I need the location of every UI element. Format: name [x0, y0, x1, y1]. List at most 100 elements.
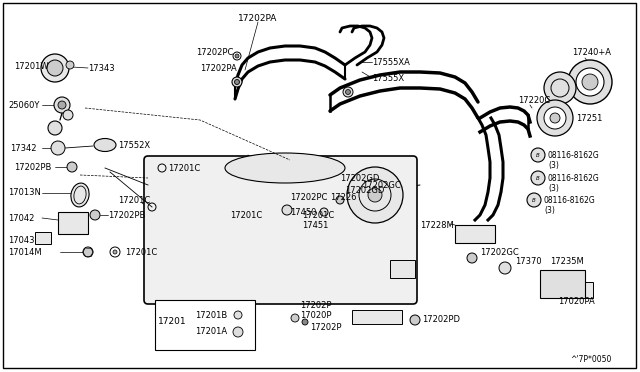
- Text: (3): (3): [548, 160, 559, 170]
- Text: 17202P: 17202P: [310, 324, 342, 333]
- Text: 17552X: 17552X: [118, 141, 150, 150]
- Text: 17555XA: 17555XA: [372, 58, 410, 67]
- Text: 17202GD: 17202GD: [340, 173, 380, 183]
- Text: 17226: 17226: [330, 192, 356, 202]
- Circle shape: [568, 60, 612, 104]
- Circle shape: [48, 121, 62, 135]
- Text: 17201W: 17201W: [14, 61, 49, 71]
- Text: 17202PA: 17202PA: [238, 13, 278, 22]
- Text: 17555X: 17555X: [372, 74, 404, 83]
- Text: 17202GD: 17202GD: [345, 186, 385, 195]
- Text: 17240+A: 17240+A: [572, 48, 611, 57]
- Text: 08116-8162G: 08116-8162G: [544, 196, 596, 205]
- Text: 17201A: 17201A: [195, 327, 227, 337]
- Circle shape: [51, 141, 65, 155]
- Bar: [558, 282, 593, 298]
- Text: (3): (3): [548, 183, 559, 192]
- Text: 17201C: 17201C: [118, 196, 150, 205]
- Text: 17343: 17343: [88, 64, 115, 73]
- Text: 17014M: 17014M: [8, 247, 42, 257]
- Text: 17202GC: 17202GC: [362, 180, 401, 189]
- Circle shape: [531, 171, 545, 185]
- Text: (3): (3): [544, 205, 555, 215]
- Circle shape: [343, 87, 353, 97]
- Text: 25060Y: 25060Y: [8, 100, 40, 109]
- Ellipse shape: [94, 138, 116, 151]
- Text: 17043: 17043: [8, 235, 35, 244]
- Circle shape: [582, 74, 598, 90]
- Bar: [155, 300, 255, 350]
- Bar: [58, 212, 88, 234]
- Text: 17020PA: 17020PA: [558, 298, 595, 307]
- Text: 17450: 17450: [290, 208, 316, 217]
- Circle shape: [544, 72, 576, 104]
- Circle shape: [347, 167, 403, 223]
- Ellipse shape: [225, 153, 345, 183]
- Circle shape: [90, 210, 100, 220]
- Text: 17370: 17370: [515, 257, 541, 266]
- Circle shape: [410, 315, 420, 325]
- Circle shape: [346, 90, 351, 94]
- Text: B: B: [532, 198, 536, 202]
- Circle shape: [83, 247, 93, 257]
- Text: 08116-8162G: 08116-8162G: [548, 173, 600, 183]
- Text: 17201C: 17201C: [168, 164, 200, 173]
- Text: 17202PD: 17202PD: [422, 315, 460, 324]
- Circle shape: [576, 68, 604, 96]
- Text: 17342: 17342: [10, 144, 36, 153]
- Text: 17235M: 17235M: [550, 257, 584, 266]
- Text: 17013N: 17013N: [8, 187, 41, 196]
- FancyBboxPatch shape: [144, 156, 417, 304]
- Circle shape: [41, 54, 69, 82]
- Circle shape: [302, 319, 308, 325]
- Text: 17228M: 17228M: [420, 221, 454, 230]
- Circle shape: [544, 107, 566, 129]
- Circle shape: [235, 54, 239, 58]
- Text: 17202PB: 17202PB: [108, 211, 145, 219]
- Text: 17020P: 17020P: [300, 311, 332, 321]
- Circle shape: [550, 113, 560, 123]
- Circle shape: [234, 311, 242, 319]
- Bar: [352, 310, 402, 324]
- Text: B: B: [536, 176, 540, 180]
- Circle shape: [282, 205, 292, 215]
- Text: ^'7P*0050: ^'7P*0050: [570, 356, 611, 365]
- Text: 17251: 17251: [576, 113, 602, 122]
- Circle shape: [320, 208, 328, 216]
- Text: B: B: [536, 153, 540, 157]
- Circle shape: [531, 148, 545, 162]
- Text: 17202P: 17202P: [300, 301, 332, 310]
- Circle shape: [66, 61, 74, 69]
- Text: 17220C: 17220C: [518, 96, 550, 105]
- Text: 17451: 17451: [302, 221, 328, 230]
- Circle shape: [233, 327, 243, 337]
- Bar: [390, 260, 415, 278]
- Circle shape: [54, 97, 70, 113]
- Circle shape: [467, 253, 477, 263]
- Text: 17201C: 17201C: [230, 211, 262, 219]
- Text: 17201C: 17201C: [125, 247, 157, 257]
- Circle shape: [234, 80, 239, 84]
- Ellipse shape: [71, 183, 89, 207]
- Text: 08116-8162G: 08116-8162G: [548, 151, 600, 160]
- Bar: [455, 225, 495, 243]
- Text: 17202PB: 17202PB: [14, 163, 51, 171]
- Circle shape: [67, 162, 77, 172]
- Bar: [35, 232, 51, 244]
- Circle shape: [537, 100, 573, 136]
- Text: 17042: 17042: [8, 214, 35, 222]
- Circle shape: [58, 101, 66, 109]
- Circle shape: [232, 77, 242, 87]
- Circle shape: [527, 193, 541, 207]
- Text: 17201: 17201: [158, 317, 187, 327]
- Text: 17201B: 17201B: [195, 311, 227, 320]
- Circle shape: [291, 314, 299, 322]
- Bar: [540, 270, 585, 298]
- Text: 17201C: 17201C: [302, 211, 334, 219]
- Circle shape: [336, 196, 344, 204]
- Text: 17202GC: 17202GC: [480, 247, 519, 257]
- Text: 17202PA: 17202PA: [200, 64, 237, 73]
- Text: 17202PC: 17202PC: [290, 192, 328, 202]
- Circle shape: [113, 250, 117, 254]
- Circle shape: [368, 188, 382, 202]
